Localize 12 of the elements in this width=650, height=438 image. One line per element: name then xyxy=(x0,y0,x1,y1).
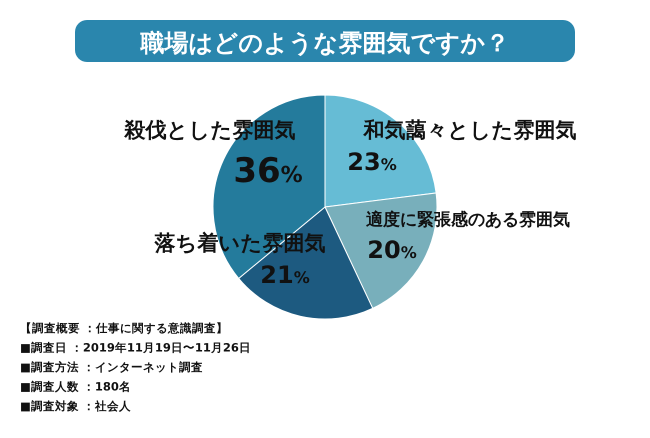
text: ■調査人数 ：180名 xyxy=(20,380,131,394)
text: ■調査日 ：2019年11月19日〜11月26日 xyxy=(20,340,251,354)
slice-label: 和気藹々とした雰囲気 xyxy=(362,118,576,142)
data-label: 20% xyxy=(367,236,417,264)
data-label: 36% xyxy=(233,151,303,191)
data-label: 23% xyxy=(347,148,397,176)
text: ■調査対象 ：社会人 xyxy=(20,399,132,413)
chart-title: 職場はどのような雰囲気ですか？ xyxy=(140,29,510,57)
data-label: 21% xyxy=(260,261,310,289)
slice-label: 落ち着いた雰囲気 xyxy=(154,231,326,255)
text: ■調査方法 ：インターネット調査 xyxy=(20,360,203,374)
text: 【調査概要 ：仕事に関する意識調査】 xyxy=(20,321,228,335)
